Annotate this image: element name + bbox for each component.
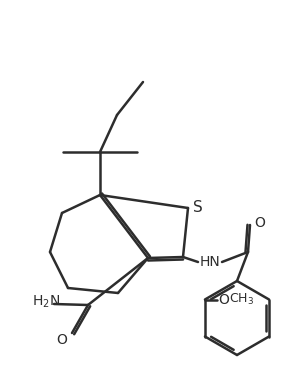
Text: O: O xyxy=(218,292,229,306)
Text: O: O xyxy=(254,216,265,230)
Text: HN: HN xyxy=(200,255,220,269)
Text: S: S xyxy=(193,200,203,215)
Text: H$_2$N: H$_2$N xyxy=(32,294,60,310)
Text: CH$_3$: CH$_3$ xyxy=(229,292,254,307)
Text: O: O xyxy=(56,333,68,347)
